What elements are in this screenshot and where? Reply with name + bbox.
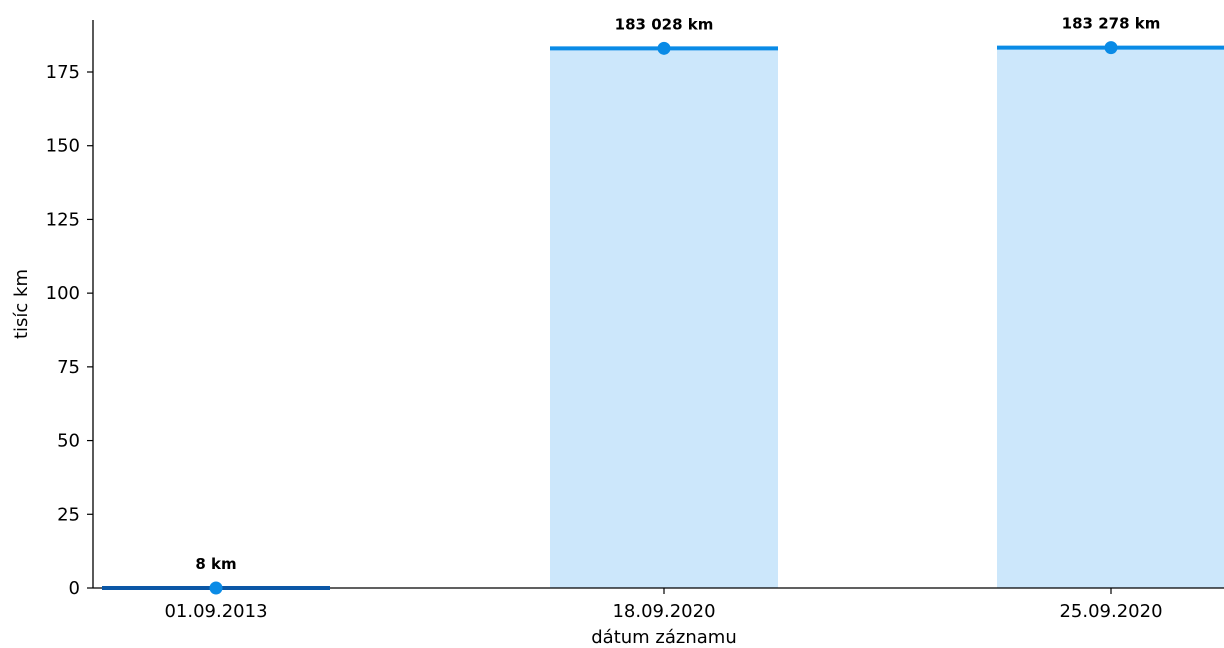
marks-layer: 8 km 183 028 km 183 278 km — [102, 15, 1224, 595]
data-label: 183 278 km — [1062, 15, 1161, 33]
x-tick-label: 25.09.2020 — [1059, 601, 1162, 622]
data-label: 183 028 km — [615, 15, 714, 33]
x-tick-label: 18.09.2020 — [612, 601, 715, 622]
y-tick-label: 175 — [46, 62, 80, 83]
y-tick-label: 75 — [57, 357, 80, 378]
x-ticks: 01.09.2013 18.09.2020 25.09.2020 — [164, 588, 1163, 622]
y-tick-label: 50 — [57, 431, 80, 452]
data-label: 8 km — [195, 555, 236, 573]
x-axis-title: dátum záznamu — [591, 627, 737, 648]
y-tick-label: 25 — [57, 504, 80, 525]
y-tick-label: 125 — [46, 209, 80, 230]
value-marker — [209, 581, 223, 595]
value-marker — [657, 41, 671, 55]
value-marker — [1104, 41, 1118, 55]
bar — [997, 47, 1224, 588]
bars-layer — [550, 47, 1224, 589]
x-tick-label: 01.09.2013 — [164, 601, 267, 622]
y-ticks: 0 25 50 75 100 125 150 175 — [46, 62, 93, 599]
bar — [550, 48, 778, 589]
y-axis-title: tisíc km — [11, 269, 32, 339]
y-tick-label: 150 — [46, 136, 80, 157]
y-tick-label: 100 — [46, 283, 80, 304]
y-tick-label: 0 — [69, 578, 80, 599]
